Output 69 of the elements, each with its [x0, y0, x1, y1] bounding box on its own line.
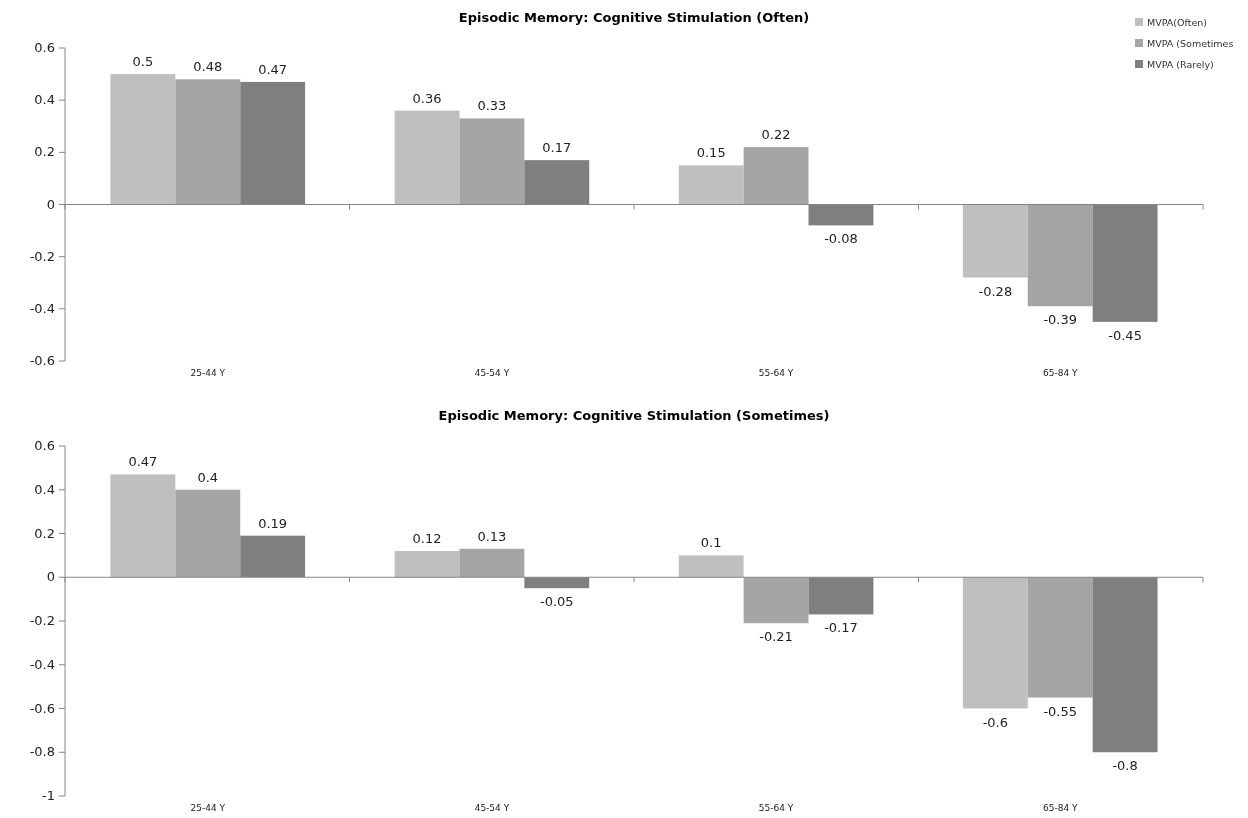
data-label: 0.4: [197, 469, 219, 485]
y-tick-label: -0.2: [29, 613, 55, 628]
y-tick-label: 0: [46, 196, 55, 212]
bar: [394, 110, 460, 205]
data-label: -0.55: [1043, 703, 1078, 719]
bar: [962, 577, 1028, 709]
bar: [962, 204, 1028, 278]
y-tick-label: -0.4: [29, 656, 55, 672]
y-tick-label: 0.4: [34, 92, 55, 108]
data-label: 0.17: [542, 140, 572, 156]
legend-label: MVPA (Rarely): [1147, 59, 1214, 70]
bar: [175, 79, 241, 205]
data-label: -0.21: [759, 629, 793, 645]
data-label: 0.47: [128, 454, 158, 470]
x-tick-label: 55-64 Y: [758, 803, 794, 813]
y-tick-label: 0.2: [34, 525, 55, 541]
chart-title: Episodic Memory: Cognitive Stimulation (Often): [458, 10, 810, 25]
bar: [1027, 577, 1093, 698]
bar: [110, 74, 176, 205]
y-tick-label: 0.4: [34, 481, 55, 497]
x-tick-label: 55-64 Y: [758, 368, 794, 378]
bar: [459, 118, 525, 205]
bar: [394, 551, 460, 578]
data-label: -0.08: [824, 231, 858, 247]
x-tick-label: 25-44 Y: [190, 368, 226, 378]
data-label: 0.48: [193, 59, 223, 75]
data-label: 0.19: [258, 515, 288, 531]
data-label: 0.33: [477, 98, 507, 114]
y-tick-label: 0.2: [34, 144, 55, 160]
x-tick-label: 45-54 Y: [474, 368, 510, 378]
data-label: -0.6: [982, 714, 1009, 730]
bar: [743, 577, 809, 624]
data-label: 0.47: [258, 61, 288, 77]
bar: [459, 548, 525, 578]
data-label: 0.15: [696, 145, 726, 161]
data-label: 0.5: [132, 54, 154, 70]
legend-label: MVPA (Sometimes: [1147, 38, 1234, 49]
y-tick-label: -0.6: [29, 353, 55, 368]
data-label: -0.17: [824, 620, 858, 636]
data-label: -0.45: [1108, 327, 1142, 343]
bar: [678, 555, 744, 578]
data-label: -0.28: [978, 283, 1013, 299]
bar: [743, 147, 809, 205]
x-tick-label: 65-84 Y: [1042, 368, 1078, 378]
legend-label: MVPA(Often): [1147, 17, 1207, 28]
x-tick-label: 45-54 Y: [474, 803, 510, 813]
x-tick-label: 65-84 Y: [1042, 803, 1078, 813]
y-tick-label: -0.2: [29, 248, 55, 264]
data-label: 0.22: [761, 127, 791, 143]
y-tick-label: 0.6: [34, 40, 55, 55]
bar: [678, 165, 744, 205]
data-label: 0.13: [477, 528, 507, 544]
data-label: -0.8: [1112, 758, 1138, 774]
bar: [1027, 204, 1093, 307]
chart-title: Episodic Memory: Cognitive Stimulation (Sometimes): [438, 408, 830, 423]
y-tick-label: -0.8: [29, 744, 55, 760]
bar: [175, 489, 241, 578]
data-label: 0.1: [700, 535, 722, 551]
x-tick-label: 25-44 Y: [190, 803, 226, 813]
data-label: -0.05: [539, 594, 574, 610]
y-tick-label: -0.6: [29, 700, 55, 716]
y-tick-label: -1: [42, 788, 55, 803]
data-label: 0.36: [412, 90, 442, 106]
data-label: 0.12: [412, 531, 442, 546]
bar: [110, 474, 176, 578]
y-tick-label: -0.4: [29, 300, 55, 316]
data-label: -0.39: [1043, 312, 1078, 328]
y-tick-label: 0: [46, 569, 55, 585]
y-tick-label: 0.6: [34, 438, 55, 453]
